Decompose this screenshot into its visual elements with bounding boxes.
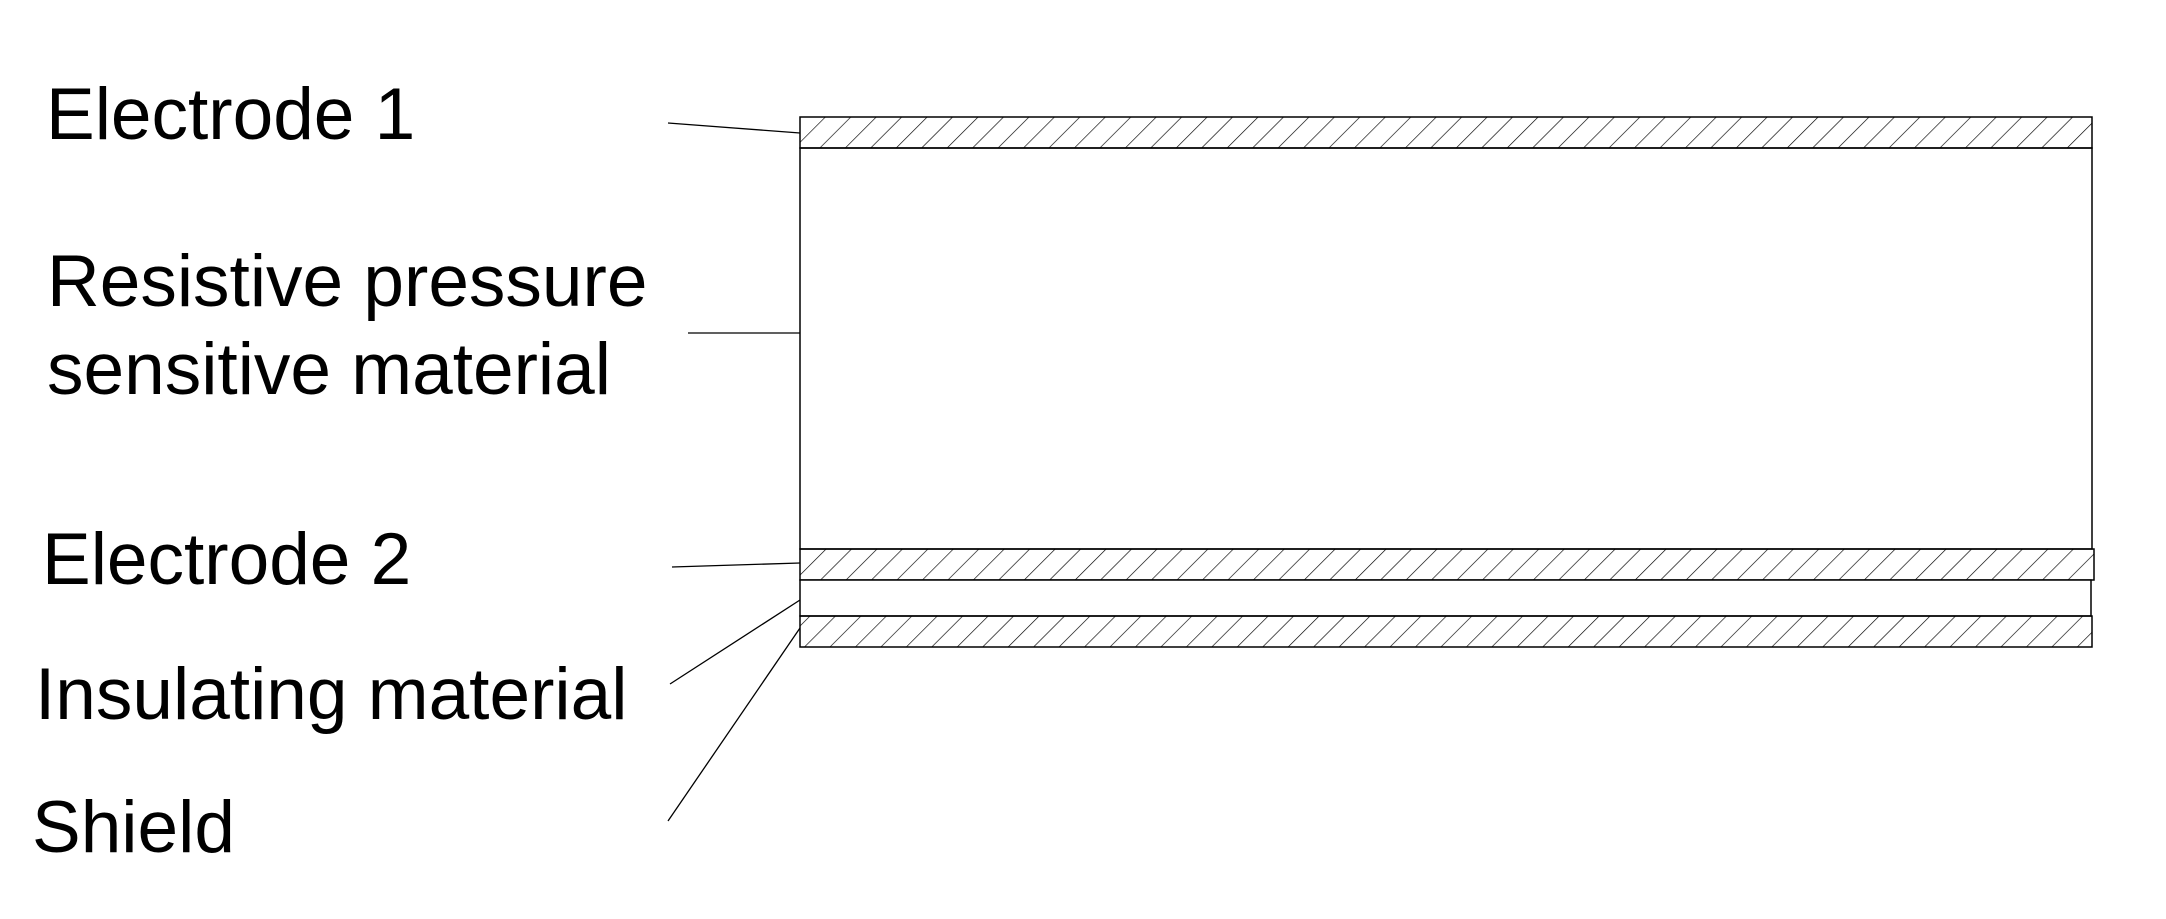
insulating-material-leader xyxy=(669,599,801,685)
shield-label: Shield xyxy=(32,787,235,868)
electrode-2-leader xyxy=(671,562,801,568)
resistive-material-label-line-2: sensitive material xyxy=(47,329,611,410)
electrode-1-layer xyxy=(799,116,2093,149)
shield-leader xyxy=(667,627,801,822)
resistive-material-label-line-1: Resistive pressure xyxy=(47,241,648,322)
resistive-material-label: Resistive pressure sensitive material xyxy=(47,238,647,414)
electrode-1-label: Electrode 1 xyxy=(46,74,416,155)
electrode-2-layer xyxy=(799,548,2095,581)
electrode-1-leader xyxy=(667,122,801,134)
insulating-material-layer xyxy=(799,579,2092,617)
insulating-material-label: Insulating material xyxy=(35,654,628,735)
resistive-material-layer xyxy=(799,147,2093,550)
shield-layer xyxy=(799,615,2093,648)
electrode-2-label: Electrode 2 xyxy=(42,519,412,600)
